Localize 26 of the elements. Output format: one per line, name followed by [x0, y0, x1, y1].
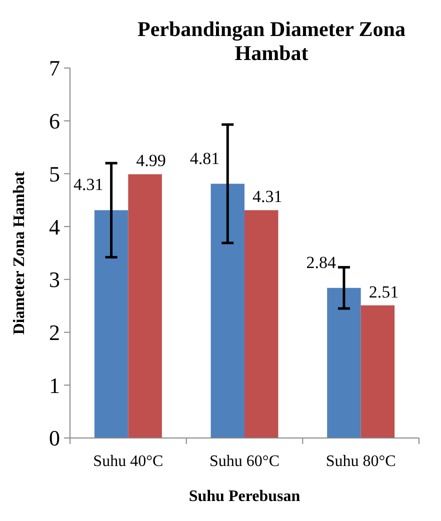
data-label: 2.84	[306, 252, 336, 272]
y-tick-label: 3	[49, 267, 60, 292]
y-tick-label: 5	[49, 161, 60, 186]
x-axis-title: Suhu Perebusan	[188, 488, 300, 505]
y-tick-label: 6	[49, 108, 60, 134]
y-axis-title: Diameter Zona Hambat	[11, 170, 28, 335]
bar	[244, 210, 278, 438]
y-tick-label: 7	[49, 56, 60, 81]
x-tick-label: Suhu 80°C	[326, 453, 396, 470]
bar	[210, 184, 244, 438]
data-label: 4.31	[252, 187, 282, 206]
x-tick-label: Suhu 60°C	[210, 453, 280, 470]
bar	[327, 288, 361, 438]
y-tick-label: 0	[49, 426, 60, 451]
chart-title: Perbandingan Diameter Zona Hambat	[138, 17, 406, 65]
bar	[128, 174, 162, 438]
y-tick-label: 1	[49, 372, 60, 398]
data-label: 4.31	[74, 175, 104, 194]
y-tick-label: 4	[49, 214, 60, 240]
data-label: 2.51	[368, 282, 399, 302]
y-tick-label: 2	[49, 320, 60, 345]
data-label: 4.81	[190, 148, 220, 168]
x-tick-label: Suhu 40°C	[93, 453, 164, 470]
bar	[94, 210, 128, 438]
data-label: 4.99	[136, 151, 166, 170]
bar	[360, 305, 395, 438]
